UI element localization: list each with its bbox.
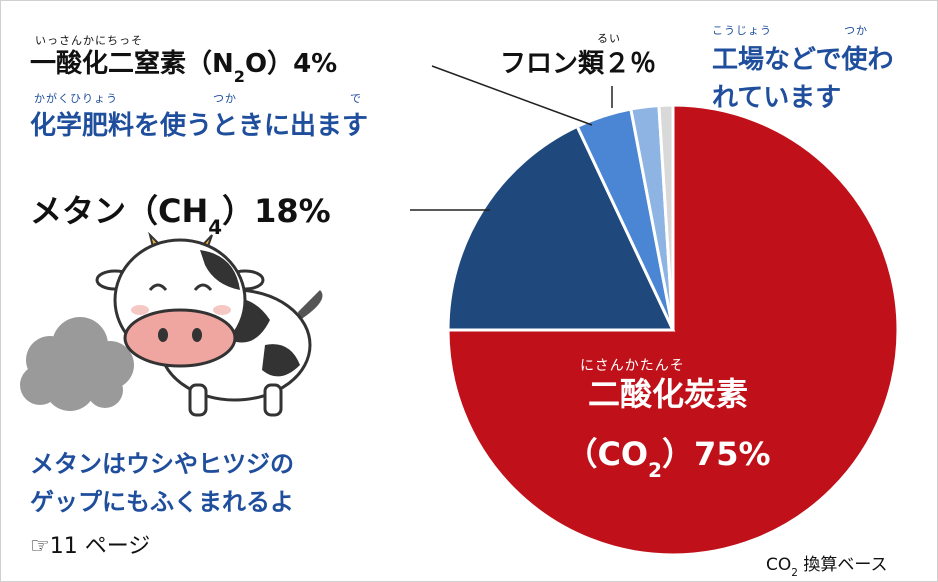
note: 化学肥料を使うときに出ます (30, 110, 368, 141)
text-part: 換算ベース (798, 555, 888, 575)
text-part: ）75% (662, 435, 771, 473)
text-part: O）4% (245, 49, 337, 79)
ruby: で (350, 92, 362, 105)
text-part: ）18% (222, 192, 331, 230)
text-part: れています (712, 83, 841, 113)
text-part: （CO (565, 435, 648, 473)
chart: にさんかたんそ二酸化炭素（CO2）75%メタン（CH4）18%いっさんかにちっそ… (0, 0, 938, 582)
text-part: 2 (648, 459, 662, 482)
ruby: かがくひりょう (34, 91, 118, 105)
text-part: 工場などで使わ (712, 45, 893, 75)
note: 工場などで使わ (712, 45, 893, 75)
ruby: にさんかたんそ (580, 358, 685, 374)
note: メタンはウシやヒツジの (30, 450, 294, 478)
text-part: フロン類２％ (500, 49, 656, 79)
text-part: 二酸化炭素 (588, 375, 748, 413)
text-part: メタン（CH (30, 192, 208, 230)
text-part: ☞11 ページ (30, 534, 150, 559)
pie (448, 105, 898, 555)
note: れています (712, 83, 841, 113)
ruby: こうじょう (712, 24, 772, 37)
ruby: いっさんかにちっそ (35, 34, 143, 47)
text-part: メタンはウシやヒツジの (30, 450, 294, 478)
slice-label: 二酸化炭素 (588, 375, 748, 413)
ruby: つか (213, 92, 237, 105)
text-part: CO (766, 555, 791, 575)
text-part: 化学肥料を使うときに出ます (30, 110, 368, 141)
text-part: 4 (208, 216, 222, 239)
text-part: 一酸化二窒素（N (30, 48, 234, 79)
slice-label: フロン類２％ (500, 49, 656, 79)
text-part: 2 (791, 567, 798, 579)
text-part: ゲップにもふくまれるよ (30, 488, 294, 516)
note: ゲップにもふくまれるよ (30, 488, 294, 516)
text-part: 2 (234, 67, 245, 86)
ruby: るい (597, 32, 621, 45)
ruby: つか (844, 24, 868, 37)
note: ☞11 ページ (30, 534, 150, 559)
page: にさんかたんそ二酸化炭素（CO2）75%メタン（CH4）18%いっさんかにちっそ… (0, 0, 938, 582)
